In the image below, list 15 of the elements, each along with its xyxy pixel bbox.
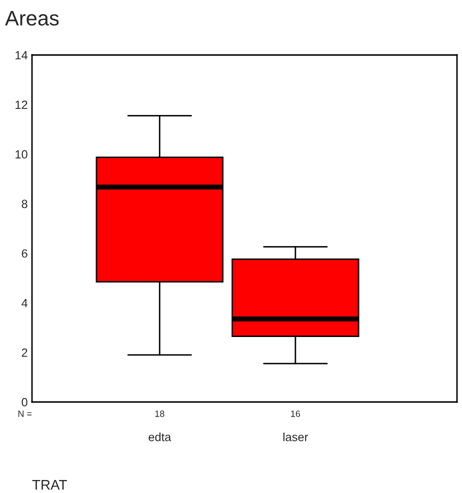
text: 16 — [291, 410, 300, 417]
x-tick-label: laser — [283, 432, 308, 442]
y-tick-label: 10 — [16, 150, 28, 159]
y-tick-label: 2 — [22, 348, 28, 357]
y-tick-label: 14 — [16, 51, 28, 60]
chart-title: Areas — [5, 11, 59, 26]
y-tick-label: 4 — [22, 299, 28, 308]
y-tick-label: 12 — [16, 100, 28, 109]
text: 18 — [155, 410, 164, 417]
x-axis-title: TRAT — [32, 480, 67, 490]
text: N = — [18, 410, 32, 417]
y-tick-label: 8 — [22, 200, 28, 208]
y-tick-label: 6 — [22, 249, 28, 258]
x-tick-label: edta — [148, 432, 172, 442]
y-tick-label: 0 — [22, 398, 28, 406]
